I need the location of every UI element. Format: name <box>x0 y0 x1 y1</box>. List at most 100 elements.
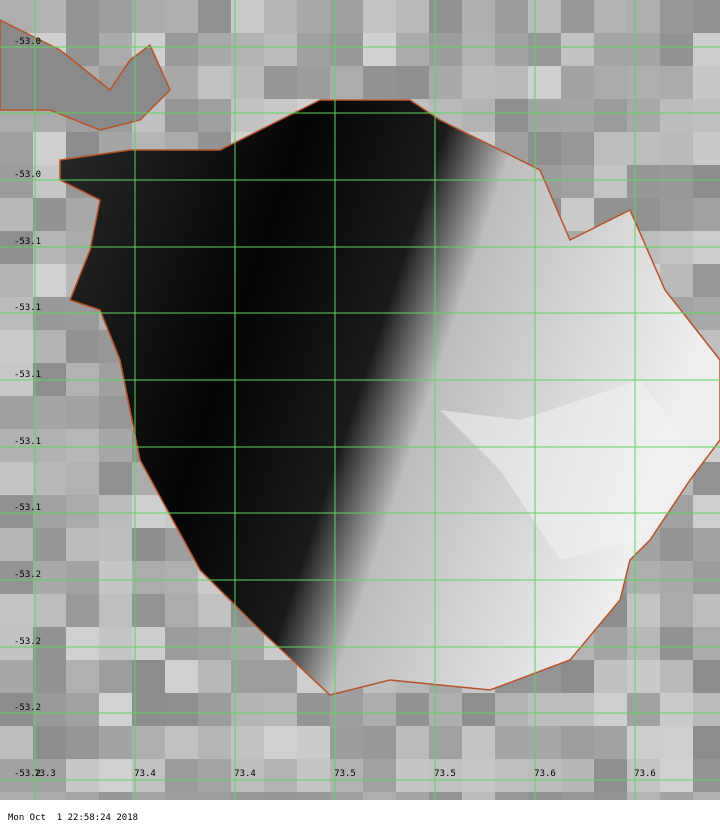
bg-tile <box>396 66 429 99</box>
bg-tile <box>627 627 660 660</box>
y-label: -53.2 <box>14 703 41 713</box>
bg-tile <box>462 0 495 33</box>
bg-tile <box>627 0 660 33</box>
bg-tile <box>198 660 231 693</box>
footer-bg <box>0 800 720 832</box>
bg-tile <box>231 33 264 66</box>
bg-tile <box>594 66 627 99</box>
bg-tile <box>33 528 66 561</box>
bg-tile <box>0 429 33 462</box>
bg-tile <box>594 0 627 33</box>
bg-tile <box>660 198 693 231</box>
bg-tile <box>495 33 528 66</box>
bg-tile <box>33 693 66 726</box>
bg-tile <box>627 561 660 594</box>
bg-tile <box>693 33 720 66</box>
bg-tile <box>165 726 198 759</box>
bg-tile <box>66 495 99 528</box>
bg-tile <box>0 198 33 231</box>
bg-tile <box>198 99 231 132</box>
bg-tile <box>528 132 561 165</box>
bg-tile <box>693 495 720 528</box>
bg-tile <box>198 726 231 759</box>
bg-tile <box>660 33 693 66</box>
bg-tile <box>627 33 660 66</box>
bg-tile <box>594 132 627 165</box>
bg-tile <box>99 660 132 693</box>
bg-tile <box>462 759 495 792</box>
bg-tile <box>363 0 396 33</box>
bg-tile <box>231 693 264 726</box>
bg-tile <box>528 759 561 792</box>
bg-tile <box>99 594 132 627</box>
bg-tile <box>264 693 297 726</box>
bg-tile <box>66 429 99 462</box>
x-label: 73.5 <box>334 769 356 779</box>
bg-tile <box>0 462 33 495</box>
bg-tile <box>0 660 33 693</box>
bg-tile <box>693 165 720 198</box>
bg-tile <box>132 0 165 33</box>
bg-tile <box>660 594 693 627</box>
bg-tile <box>66 726 99 759</box>
bg-tile <box>0 495 33 528</box>
bg-tile <box>396 693 429 726</box>
bg-tile <box>693 759 720 792</box>
bg-tile <box>99 693 132 726</box>
bg-tile <box>627 693 660 726</box>
bg-tile <box>198 0 231 33</box>
bg-tile <box>429 33 462 66</box>
bg-tile <box>561 0 594 33</box>
bg-tile <box>660 627 693 660</box>
bg-tile <box>561 693 594 726</box>
bg-tile <box>297 66 330 99</box>
bg-tile <box>396 726 429 759</box>
y-label: -53.1 <box>14 503 41 513</box>
bg-tile <box>693 627 720 660</box>
bg-tile <box>33 561 66 594</box>
bg-tile <box>165 99 198 132</box>
bg-tile <box>396 33 429 66</box>
bg-tile <box>693 660 720 693</box>
bg-tile <box>99 528 132 561</box>
bg-tile <box>297 33 330 66</box>
bg-tile <box>561 132 594 165</box>
grid-labels: -53.0 -53.0 -53.1 -53.1 -53.1 -53.1 -53.1 -53.2… <box>14 37 656 779</box>
bg-tile <box>396 759 429 792</box>
bg-tile <box>627 132 660 165</box>
bg-tile <box>561 66 594 99</box>
bg-tile <box>660 561 693 594</box>
bg-tile <box>561 165 594 198</box>
y-label: -53.1 <box>14 437 41 447</box>
bg-tile <box>495 0 528 33</box>
bg-tile <box>33 396 66 429</box>
bg-tile <box>660 66 693 99</box>
bg-tile <box>396 0 429 33</box>
bg-tile <box>231 0 264 33</box>
bg-tile <box>0 759 33 792</box>
bg-tile <box>231 627 264 660</box>
bg-tile <box>264 759 297 792</box>
bg-tile <box>264 66 297 99</box>
bg-tile <box>165 66 198 99</box>
bg-tile <box>495 726 528 759</box>
x-label: 73.4 <box>234 769 256 779</box>
bg-tile <box>462 33 495 66</box>
bg-tile <box>99 759 132 792</box>
bg-tile <box>66 759 99 792</box>
bg-tile <box>627 726 660 759</box>
bg-tile <box>66 462 99 495</box>
bg-tile <box>33 198 66 231</box>
bg-tile <box>165 33 198 66</box>
bg-tile <box>66 594 99 627</box>
x-label: 73.6 <box>634 769 656 779</box>
bg-tile <box>660 132 693 165</box>
bg-tile <box>66 396 99 429</box>
bg-tile <box>198 33 231 66</box>
bg-tile <box>99 462 132 495</box>
bg-tile <box>132 495 165 528</box>
y-label: -53.1 <box>14 303 41 313</box>
bg-tile <box>264 0 297 33</box>
bg-tile <box>363 726 396 759</box>
